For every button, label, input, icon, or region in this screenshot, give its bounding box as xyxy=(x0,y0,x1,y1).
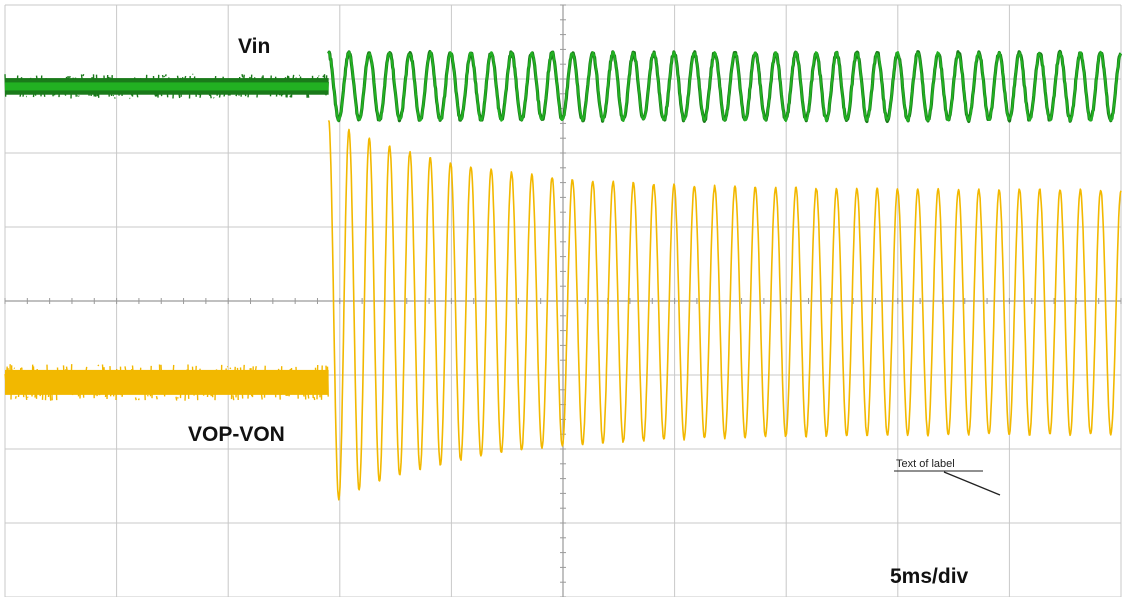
timebase-label: 5ms/div xyxy=(890,565,969,588)
traces xyxy=(4,49,1123,501)
series-label-vop-von: VOP-VON xyxy=(188,423,285,446)
vop-von-trace-flat-band xyxy=(5,369,329,395)
annotation-leader-line xyxy=(943,471,1001,496)
vop-von-trace-wave xyxy=(327,120,1122,501)
annotation-text: Text of label xyxy=(896,458,955,470)
vin-trace-wave xyxy=(327,50,1122,123)
series-label-vin: Vin xyxy=(238,35,270,58)
graticule xyxy=(4,4,1122,597)
label-annotation: Text of label xyxy=(894,458,1001,496)
vin-trace-core xyxy=(5,82,329,91)
